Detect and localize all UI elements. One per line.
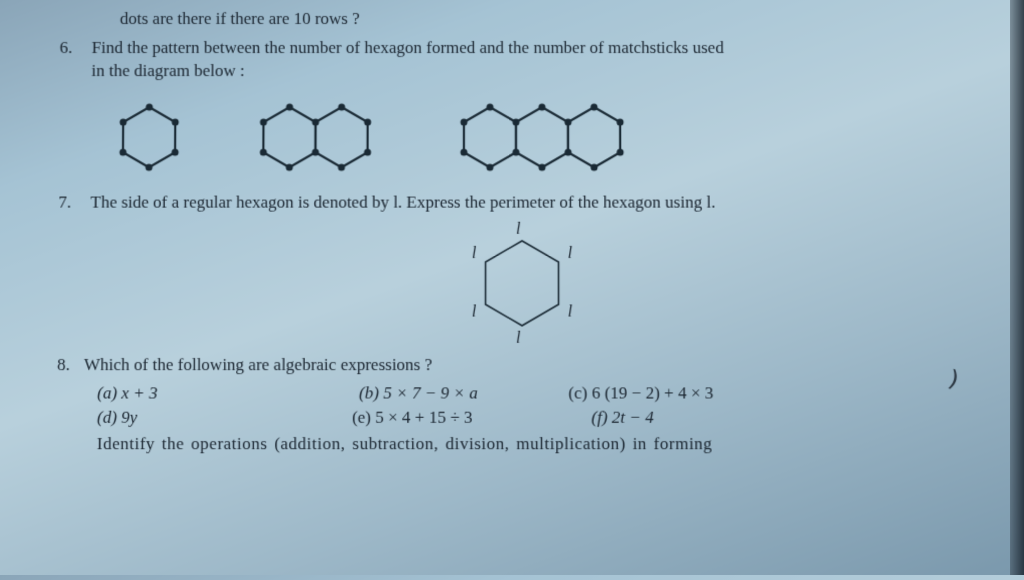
q6-text: Find the pattern between the number of h… xyxy=(91,37,984,83)
hex-label-tl: l xyxy=(472,245,476,263)
q6-number: 6. xyxy=(60,37,82,60)
hex-label-top: l xyxy=(516,220,520,238)
hex-label-br: l xyxy=(568,303,572,321)
opt-d: (d) 9y xyxy=(97,407,138,427)
q8-number: 8. xyxy=(57,354,70,377)
hexagon-pattern-diagram xyxy=(109,97,986,177)
opt-c: (c) 6 (19 − 2) + 4 × 3 xyxy=(568,383,713,403)
hexagon-double xyxy=(249,97,390,177)
q7-text: The side of a regular hexagon is denoted… xyxy=(90,191,985,214)
opt-e: (e) 5 × 4 + 15 ÷ 3 xyxy=(352,407,473,427)
q6-line2: in the diagram below : xyxy=(91,61,244,80)
q8-options-row2: (d) 9y (e) 5 × 4 + 15 ÷ 3 (f) 2t − 4 xyxy=(97,407,988,427)
hexagon-triple xyxy=(450,97,651,177)
hex-label-bl: l xyxy=(472,303,476,321)
q7-line: The side of a regular hexagon is denoted… xyxy=(90,192,715,211)
labeled-hexagon-diagram: l l l l l l xyxy=(57,222,987,343)
labeled-hexagon xyxy=(452,222,593,343)
q7-number: 7. xyxy=(58,191,80,214)
opt-b: (b) 5 × 7 − 9 × a xyxy=(359,383,478,403)
opt-a: (a) x + 3 xyxy=(97,383,158,403)
q8-options-row1: (a) x + 3 (b) 5 × 7 − 9 × a (c) 6 (19 − … xyxy=(97,383,987,403)
hexagon-single xyxy=(109,97,190,177)
hex-label-tr: l xyxy=(568,245,572,263)
partial-previous-question: dots are there if there are 10 rows ? xyxy=(120,8,984,31)
hex-label-bottom: l xyxy=(516,329,520,347)
opt-f: (f) 2t − 4 xyxy=(591,407,653,427)
q6-line1: Find the pattern between the number of h… xyxy=(92,38,724,57)
question-7: 7. The side of a regular hexagon is deno… xyxy=(58,191,985,214)
page-edge-shadow xyxy=(1010,0,1024,575)
question-8: 8. Which of the following are algebraic … xyxy=(57,354,987,377)
textbook-page: dots are there if there are 10 rows ? 6.… xyxy=(0,0,1024,580)
question-6: 6. Find the pattern between the number o… xyxy=(59,37,984,83)
identify-instruction: Identify the operations (addition, subtr… xyxy=(97,434,988,454)
q8-text: Which of the following are algebraic exp… xyxy=(84,354,987,377)
